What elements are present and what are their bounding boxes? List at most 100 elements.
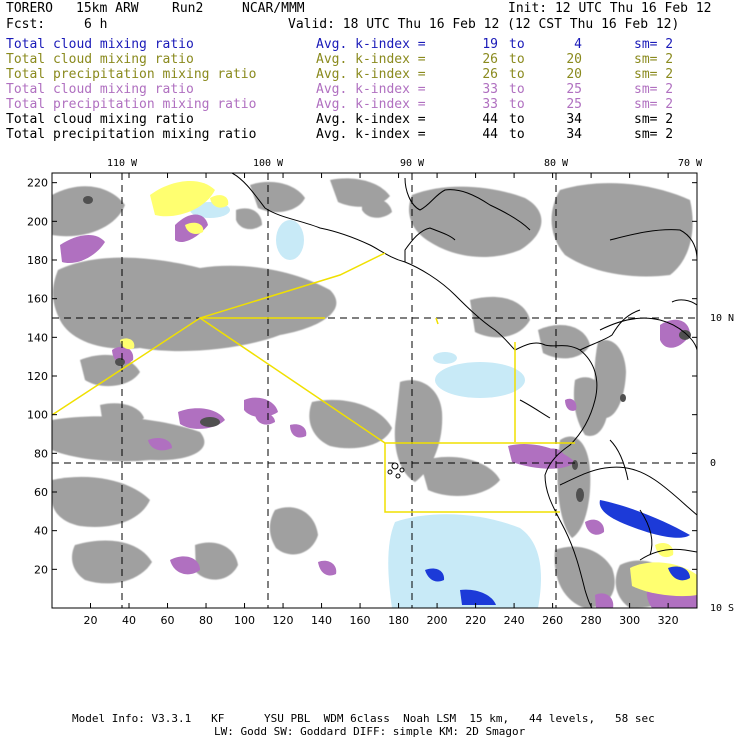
y-tick-label: 20: [34, 563, 48, 576]
legend-range-high: 33: [482, 82, 498, 97]
coastlines: [231, 173, 697, 608]
x-tick-label: 300: [619, 614, 640, 627]
legend-kindex-label: Avg. k-index =: [316, 82, 426, 97]
legend-range-to: to: [509, 112, 525, 127]
legend-field-name: Total cloud mixing ratio: [6, 112, 194, 127]
latitude-label: 10 N: [710, 313, 734, 324]
legend-range-high: 44: [482, 127, 498, 142]
longitude-label: 110 W: [107, 158, 138, 169]
region-boundaries: [52, 252, 575, 513]
legend-smoothing: sm= 2: [634, 112, 674, 127]
x-tick-label: 220: [465, 614, 486, 627]
model-resolution: 15km ARW: [76, 1, 139, 16]
legend-smoothing: sm= 2: [634, 67, 674, 82]
legend-row: Total precipitation mixing ratio Avg. k-i…: [6, 127, 736, 142]
x-tick-label: 160: [350, 614, 371, 627]
latitude-label: 10 S: [710, 603, 734, 614]
x-tick-label: 100: [234, 614, 255, 627]
model-name: TORERO: [6, 1, 53, 16]
x-axis-ticks: 20 40 60 80 100 120 140 160 180 200 220 240 260 280 30…: [84, 173, 679, 627]
longitude-label: 70 W: [678, 158, 703, 169]
x-tick-label: 180: [388, 614, 409, 627]
legend-row: Total precipitation mixing ratio Avg. k-i…: [6, 67, 736, 82]
legend-range-low: 20: [566, 67, 582, 82]
model-info-line: Model Info: V3.3.1 KF YSU PBL WDM 6class…: [72, 712, 655, 725]
legend-kindex-label: Avg. k-index =: [316, 67, 426, 82]
legend-range-high: 19: [482, 37, 498, 52]
x-tick-label: 20: [84, 614, 98, 627]
latitude-labels: 10 N 0 10 S: [710, 313, 734, 614]
legend-range-high: 33: [482, 97, 498, 112]
latitude-label: 0: [710, 458, 716, 469]
x-tick-label: 40: [122, 614, 136, 627]
galapagos-islands: [387, 462, 405, 479]
init-time: Init: 12 UTC Thu 16 Feb 12: [508, 1, 712, 16]
physics-info-line: LW: Godd SW: Goddard DIFF: simple KM: 2D…: [214, 725, 526, 738]
x-tick-label: 140: [311, 614, 332, 627]
legend-field-name: Total precipitation mixing ratio: [6, 67, 257, 82]
plot-frame: [51, 172, 698, 609]
legend-field-name: Total cloud mixing ratio: [6, 82, 194, 97]
y-tick-label: 40: [34, 525, 48, 538]
legend-range-low: 20: [566, 52, 582, 67]
legend-kindex-label: Avg. k-index =: [316, 127, 426, 142]
legend-kindex-label: Avg. k-index =: [316, 97, 426, 112]
lat-lon-grid: [52, 173, 697, 608]
forecast-hour: 6 h: [84, 17, 108, 32]
organization: NCAR/MMM: [242, 1, 305, 16]
x-tick-label: 240: [504, 614, 525, 627]
legend-smoothing: sm= 2: [634, 97, 674, 112]
legend-kindex-label: Avg. k-index =: [316, 37, 426, 52]
valid-time: Valid: 18 UTC Thu 16 Feb 12 (12 CST Thu …: [288, 17, 680, 32]
forecast-label: Fcst:: [6, 17, 46, 32]
legend-kindex-label: Avg. k-index =: [316, 52, 426, 67]
plot-area: [52, 173, 697, 608]
legend-row: Total cloud mixing ratio Avg. k-index = 33…: [6, 82, 736, 97]
legend-range-to: to: [509, 52, 525, 67]
longitude-label: 80 W: [544, 158, 569, 169]
y-tick-label: 160: [27, 293, 48, 306]
legend-field-name: Total cloud mixing ratio: [6, 52, 194, 67]
dark-cloud-cores: [83, 196, 691, 502]
legend-row: Total cloud mixing ratio Avg. k-index = 19…: [6, 37, 736, 52]
y-tick-label: 200: [27, 215, 48, 228]
gray-cloud-field: [52, 178, 693, 608]
legend-row: Total precipitation mixing ratio Avg. k-i…: [6, 97, 736, 112]
legend-range-to: to: [509, 37, 525, 52]
legend-smoothing: sm= 2: [634, 127, 674, 142]
forecast-map: 20 40 60 80 100 120 140 160 180 200 220 240 260 280 30…: [27, 158, 734, 627]
y-tick-label: 80: [34, 447, 48, 460]
legend-range-high: 26: [482, 52, 498, 67]
x-tick-label: 120: [273, 614, 294, 627]
legend-field-name: Total precipitation mixing ratio: [6, 127, 257, 142]
legend-range-low: 4: [574, 37, 582, 52]
legend-field-name: Total cloud mixing ratio: [6, 37, 194, 52]
legend-row: Total cloud mixing ratio Avg. k-index = 26…: [6, 52, 736, 67]
legend-range-low: 25: [566, 82, 582, 97]
longitude-labels: 110 W 100 W 90 W 80 W 70 W: [107, 158, 703, 169]
y-tick-label: 100: [27, 409, 48, 422]
legend-range-low: 34: [566, 112, 582, 127]
legend-range-high: 26: [482, 67, 498, 82]
legend-range-low: 34: [566, 127, 582, 142]
legend-range-to: to: [509, 127, 525, 142]
legend-smoothing: sm= 2: [634, 52, 674, 67]
legend-smoothing: sm= 2: [634, 37, 674, 52]
light-blue-cloud-field: [190, 202, 541, 608]
x-tick-label: 320: [658, 614, 679, 627]
x-tick-label: 260: [542, 614, 563, 627]
legend-smoothing: sm= 2: [634, 82, 674, 97]
x-tick-label: 80: [199, 614, 213, 627]
y-tick-label: 60: [34, 486, 48, 499]
run-label: Run2: [172, 1, 204, 16]
legend-range-to: to: [509, 82, 525, 97]
x-tick-label: 200: [427, 614, 448, 627]
legend-range-to: to: [509, 67, 525, 82]
y-tick-label: 120: [27, 370, 48, 383]
y-tick-label: 220: [27, 177, 48, 190]
y-tick-label: 140: [27, 331, 48, 344]
y-tick-label: 180: [27, 254, 48, 267]
legend-row: Total cloud mixing ratio Avg. k-index = 44…: [6, 112, 736, 127]
legend-range-to: to: [509, 97, 525, 112]
legend-range-low: 25: [566, 97, 582, 112]
